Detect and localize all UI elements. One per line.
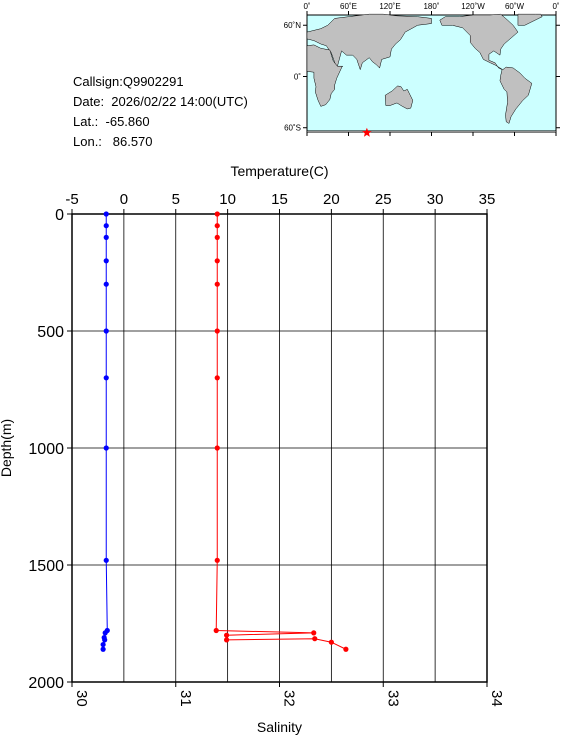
temperature-point xyxy=(100,641,106,648)
longitude-text: Lon.: 86.570 xyxy=(73,134,153,149)
salinity-point xyxy=(214,258,220,264)
map-lat-label: 60˚N xyxy=(284,21,302,30)
temperature-tick-label: -5 xyxy=(65,191,78,208)
callsign-text: Callsign:Q9902291 xyxy=(73,74,184,89)
temperature-point xyxy=(103,258,109,264)
salinity-point xyxy=(214,557,220,563)
temperature-point xyxy=(103,211,109,217)
date-text: Date: 2026/02/22 14:00(UTC) xyxy=(73,94,248,109)
temperature-point xyxy=(103,557,109,563)
depth-tick-label: 500 xyxy=(37,324,64,341)
salinity-point xyxy=(311,630,317,636)
map-lon-label: 60˚W xyxy=(505,2,525,11)
latitude-text: Lat.: -65.860 xyxy=(73,114,150,129)
map-landmass xyxy=(517,13,543,26)
map-landmass xyxy=(384,85,414,110)
salinity-point xyxy=(214,211,220,217)
map-lat-label: 60˚S xyxy=(284,124,301,133)
map-lon-label: 180˚ xyxy=(423,2,439,11)
salinity-point xyxy=(328,639,334,645)
salinity-tick-label: 32 xyxy=(281,690,298,707)
temperature-point xyxy=(103,445,109,451)
salinity-tick-label: 30 xyxy=(73,690,90,707)
salinity-point xyxy=(223,632,230,638)
temperature-point xyxy=(103,281,109,287)
salinity-point xyxy=(214,328,220,334)
depth-tick-label: 0 xyxy=(55,207,64,224)
salinity-tick-label: 34 xyxy=(488,690,505,707)
map-lat-label: 0˚ xyxy=(294,72,301,81)
map-landmass xyxy=(439,13,533,124)
temperature-point xyxy=(100,646,106,652)
map-lon-label: 60˚E xyxy=(340,2,357,11)
salinity-point xyxy=(312,636,318,642)
salinity-point xyxy=(343,646,349,652)
location-star-icon xyxy=(362,127,372,137)
temperature-tick-label: 5 xyxy=(172,191,180,208)
salinity-point xyxy=(214,445,220,451)
depth-tick-label: 1000 xyxy=(28,441,64,458)
map-landmass xyxy=(306,44,343,107)
depth-tick-label: 1500 xyxy=(28,558,64,575)
temperature-point xyxy=(103,375,109,381)
map-lon-label: 0˚ xyxy=(303,2,310,11)
temperature-point xyxy=(102,630,108,636)
location-map: 0˚ 60˚E 120˚E 180˚ 120˚W 60˚W 0˚ 60˚N 0˚ 60˚S xyxy=(284,2,560,137)
depth-axis-label: Depth(m) xyxy=(0,419,14,477)
salinity-point xyxy=(214,223,220,229)
salinity-point xyxy=(214,234,220,240)
salinity-point xyxy=(214,281,220,287)
salinity-point xyxy=(213,627,219,634)
salinity-point xyxy=(214,375,220,381)
temperature-point xyxy=(103,234,109,240)
profile-info: Callsign:Q9902291 Date: 2026/02/22 14:00… xyxy=(73,72,248,152)
salinity-tick-label: 31 xyxy=(177,690,194,707)
temperature-tick-label: 10 xyxy=(219,191,236,208)
temperature-point xyxy=(103,223,109,229)
temperature-tick-label: 30 xyxy=(427,191,444,208)
temperature-point xyxy=(102,637,108,643)
map-lon-label: 120˚E xyxy=(379,2,400,11)
salinity-line xyxy=(215,214,347,650)
depth-tick-label: 2000 xyxy=(28,675,64,692)
plot-frame xyxy=(71,213,488,683)
temperature-tick-label: 0 xyxy=(120,191,128,208)
salinity-tick-label: 33 xyxy=(384,690,401,707)
salinity-point xyxy=(223,637,230,643)
temperature-tick-label: 20 xyxy=(323,191,340,208)
temperature-tick-label: 15 xyxy=(271,191,288,208)
temperature-axis-label: Temperature(C) xyxy=(230,163,328,179)
temperature-tick-label: 35 xyxy=(479,191,496,208)
map-lon-label: 120˚W xyxy=(461,2,485,11)
map-lon-label: 0˚ xyxy=(552,2,559,11)
temperature-tick-label: 25 xyxy=(375,191,392,208)
map-landmass xyxy=(306,13,432,71)
salinity-axis-label: Salinity xyxy=(257,719,302,735)
temperature-point xyxy=(103,328,109,334)
